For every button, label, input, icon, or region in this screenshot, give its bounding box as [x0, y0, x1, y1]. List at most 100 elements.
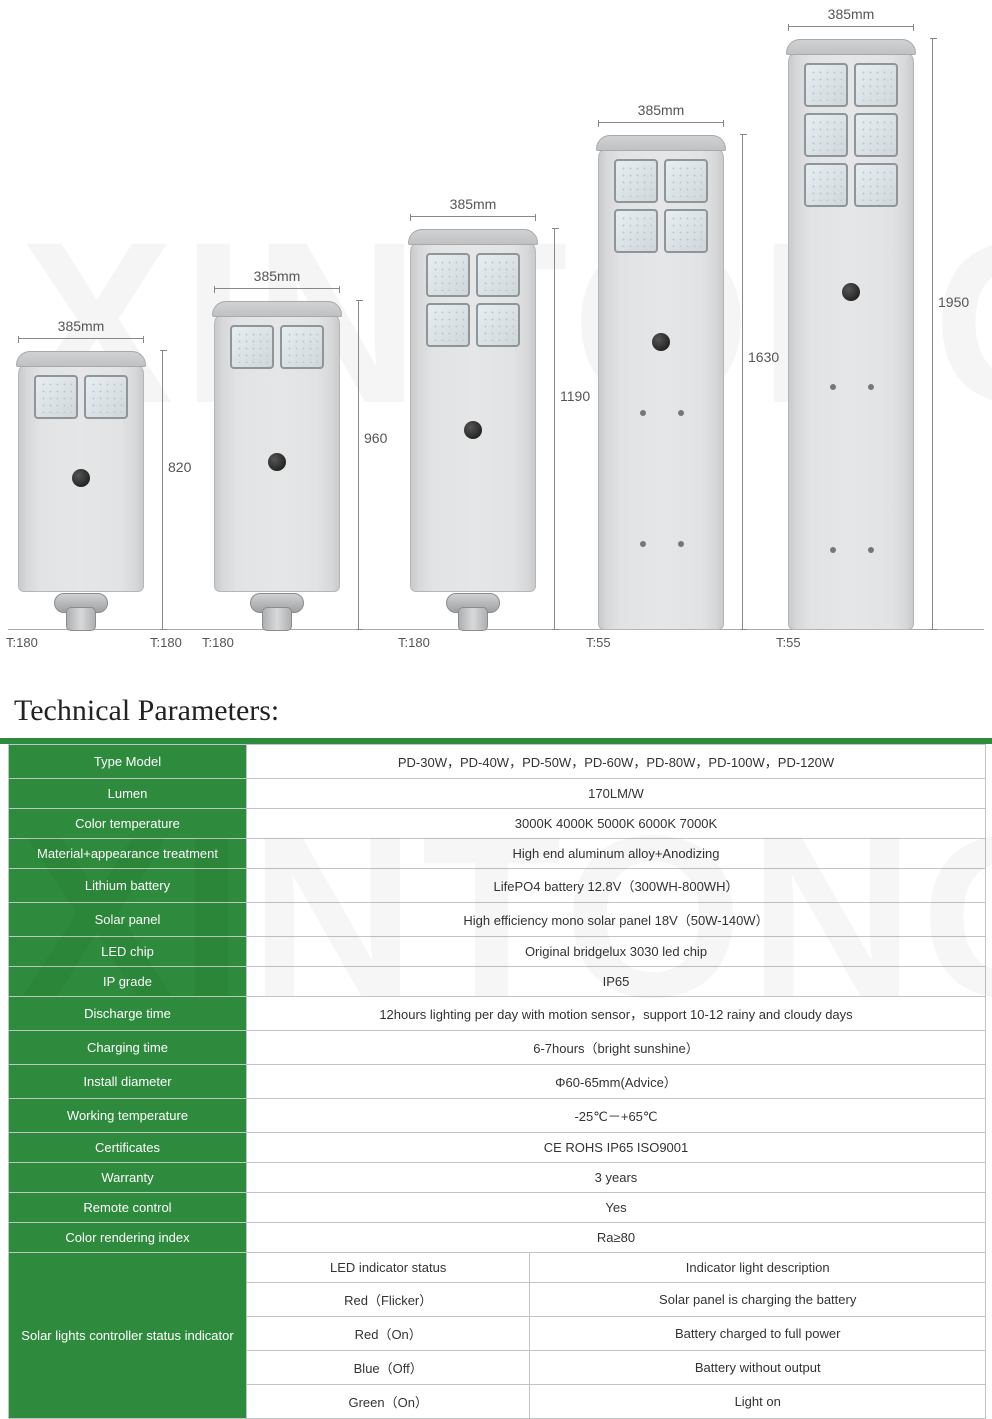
spec-label: Solar lights controller status indicator	[9, 1253, 247, 1419]
led-module	[614, 209, 658, 253]
mount-bracket	[250, 593, 304, 629]
spec-value: IP65	[247, 967, 986, 997]
led-module	[804, 113, 848, 157]
width-dim-line	[410, 216, 536, 217]
status-cell: Solar panel is charging the battery	[530, 1283, 986, 1317]
mount-bracket	[446, 593, 500, 629]
lamp-unit	[214, 312, 340, 592]
table-row: Discharge time12hours lighting per day w…	[9, 997, 986, 1031]
sensor-icon	[652, 333, 670, 351]
screw-dot	[868, 547, 874, 553]
table-row: Warranty3 years	[9, 1163, 986, 1193]
spec-label: Material+appearance treatment	[9, 839, 247, 869]
led-module	[854, 113, 898, 157]
led-panel-grid	[230, 325, 324, 369]
spec-value: PD-30W，PD-40W，PD-50W，PD-60W，PD-80W，PD-10…	[247, 745, 986, 779]
screw-dot	[640, 541, 646, 547]
thickness-label: T:180	[150, 635, 182, 650]
led-module	[854, 63, 898, 107]
led-panel-grid	[614, 159, 708, 253]
led-module	[426, 303, 470, 347]
width-label: 385mm	[598, 102, 724, 118]
status-header: LED indicator status	[247, 1253, 530, 1283]
width-label: 385mm	[788, 6, 914, 22]
status-cell: Green（On）	[247, 1385, 530, 1419]
spec-value: Φ60-65mm(Advice）	[247, 1065, 986, 1099]
status-cell: Battery charged to full power	[530, 1317, 986, 1351]
table-row: Color temperature3000K 4000K 5000K 6000K…	[9, 809, 986, 839]
height-label: 1950	[938, 294, 969, 310]
width-dim-line	[788, 26, 914, 27]
spec-value: Original bridgelux 3030 led chip	[247, 937, 986, 967]
table-row: IP gradeIP65	[9, 967, 986, 997]
spec-table: Type ModelPD-30W，PD-40W，PD-50W，PD-60W，PD…	[8, 744, 986, 1419]
screw-dot	[830, 547, 836, 553]
screw-dot	[640, 410, 646, 416]
height-label: 820	[168, 459, 191, 475]
sensor-icon	[842, 283, 860, 301]
led-module	[280, 325, 324, 369]
led-module	[804, 163, 848, 207]
height-label: 1190	[560, 388, 590, 404]
led-module	[614, 159, 658, 203]
table-row: Solar lights controller status indicator…	[9, 1253, 986, 1283]
table-row: Type ModelPD-30W，PD-40W，PD-50W，PD-60W，PD…	[9, 745, 986, 779]
led-module	[664, 209, 708, 253]
table-row: Install diameterΦ60-65mm(Advice）	[9, 1065, 986, 1099]
sensor-icon	[268, 453, 286, 471]
spec-label: Remote control	[9, 1193, 247, 1223]
lamp-unit	[18, 362, 144, 592]
spec-label: Lithium battery	[9, 869, 247, 903]
spec-label: Type Model	[9, 745, 247, 779]
spec-value: Yes	[247, 1193, 986, 1223]
led-module	[426, 253, 470, 297]
spec-value: CE ROHS IP65 ISO9001	[247, 1133, 986, 1163]
lamp-unit	[788, 50, 914, 630]
height-dim-line	[554, 228, 555, 630]
width-dim-line	[18, 338, 144, 339]
led-panel-grid	[34, 375, 128, 419]
width-label: 385mm	[214, 268, 340, 284]
led-module	[664, 159, 708, 203]
led-module	[84, 375, 128, 419]
thickness-label: T:55	[586, 635, 611, 650]
lamp-unit	[410, 240, 536, 592]
screw-dot	[678, 541, 684, 547]
led-module	[854, 163, 898, 207]
height-dim-line	[358, 300, 359, 630]
spec-label: Charging time	[9, 1031, 247, 1065]
spec-value: LifePO4 battery 12.8V（300WH-800WH）	[247, 869, 986, 903]
status-cell: Red（Flicker）	[247, 1283, 530, 1317]
spec-value: 3 years	[247, 1163, 986, 1193]
width-label: 385mm	[18, 318, 144, 334]
spec-value: High end aluminum alloy+Anodizing	[247, 839, 986, 869]
spec-label: Discharge time	[9, 997, 247, 1031]
spec-label: IP grade	[9, 967, 247, 997]
thickness-label: T:180	[398, 635, 430, 650]
status-cell: Blue（Off）	[247, 1351, 530, 1385]
status-cell: Battery without output	[530, 1351, 986, 1385]
led-panel-grid	[804, 63, 898, 207]
led-module	[476, 253, 520, 297]
status-cell: Red（On）	[247, 1317, 530, 1351]
height-dim-line	[932, 38, 933, 630]
led-module	[804, 63, 848, 107]
table-row: Remote controlYes	[9, 1193, 986, 1223]
table-row: Working temperature-25℃－+65℃	[9, 1099, 986, 1133]
width-label: 385mm	[410, 196, 536, 212]
led-module	[230, 325, 274, 369]
sensor-icon	[72, 469, 90, 487]
spec-value: 6-7hours（bright sunshine）	[247, 1031, 986, 1065]
spec-label: Working temperature	[9, 1099, 247, 1133]
spec-label: Lumen	[9, 779, 247, 809]
spec-label: LED chip	[9, 937, 247, 967]
spec-label: Certificates	[9, 1133, 247, 1163]
spec-label: Color rendering index	[9, 1223, 247, 1253]
table-row: Lithium batteryLifePO4 battery 12.8V（300…	[9, 869, 986, 903]
spec-value: Ra≥80	[247, 1223, 986, 1253]
table-row: Charging time6-7hours（bright sunshine）	[9, 1031, 986, 1065]
table-row: Lumen170LM/W	[9, 779, 986, 809]
table-row: Material+appearance treatmentHigh end al…	[9, 839, 986, 869]
screw-dot	[678, 410, 684, 416]
table-wrap: XINTONG Type ModelPD-30W，PD-40W，PD-50W，P…	[0, 744, 992, 1419]
